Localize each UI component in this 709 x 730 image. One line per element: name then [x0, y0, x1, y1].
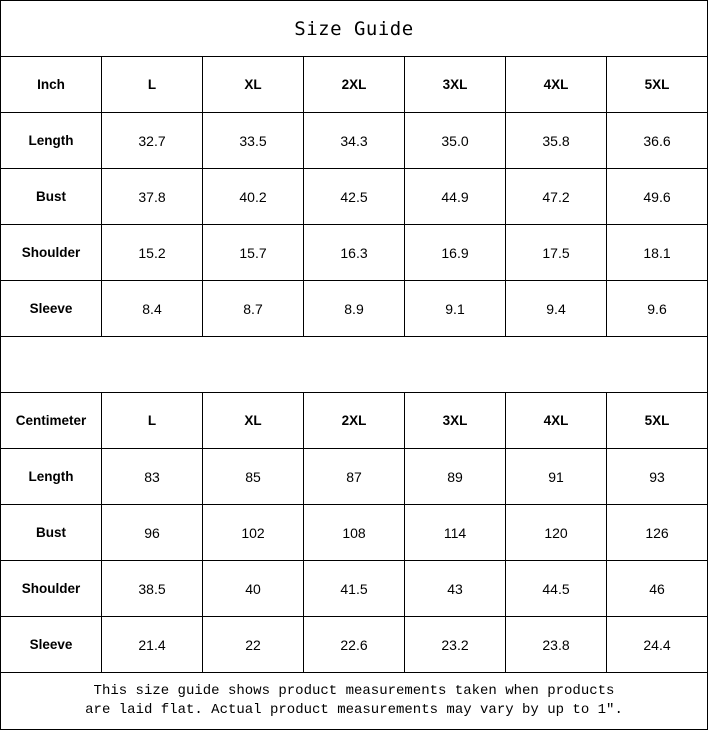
measurement-value: 18.1 — [606, 224, 708, 281]
measurement-value: 38.5 — [101, 560, 203, 617]
spacer-cell — [0, 336, 708, 393]
measurement-value: 9.4 — [505, 280, 607, 337]
size-header: 2XL — [303, 56, 405, 113]
table-row: Shoulder 38.5 40 41.5 43 44.5 46 — [0, 560, 708, 617]
measurement-value: 22 — [202, 616, 304, 673]
measurement-value: 93 — [606, 448, 708, 505]
measurement-value: 8.7 — [202, 280, 304, 337]
size-header: 5XL — [606, 392, 708, 449]
size-header: 4XL — [505, 56, 607, 113]
size-header: 4XL — [505, 392, 607, 449]
measurement-value: 24.4 — [606, 616, 708, 673]
measurement-value: 40.2 — [202, 168, 304, 225]
title-row: Size Guide — [0, 0, 708, 57]
measurement-value: 15.2 — [101, 224, 203, 281]
measurement-value: 49.6 — [606, 168, 708, 225]
measurement-value: 9.6 — [606, 280, 708, 337]
measurement-label: Sleeve — [0, 616, 102, 673]
measurement-value: 87 — [303, 448, 405, 505]
measurement-value: 89 — [404, 448, 506, 505]
size-header: L — [101, 56, 203, 113]
table-row: Length 83 85 87 89 91 93 — [0, 448, 708, 505]
measurement-value: 8.4 — [101, 280, 203, 337]
measurement-value: 47.2 — [505, 168, 607, 225]
size-header: XL — [202, 56, 304, 113]
table-row: Bust 96 102 108 114 120 126 — [0, 504, 708, 561]
measurement-value: 9.1 — [404, 280, 506, 337]
measurement-value: 33.5 — [202, 112, 304, 169]
unit-header: Inch — [0, 56, 102, 113]
measurement-label: Shoulder — [0, 224, 102, 281]
measurement-value: 17.5 — [505, 224, 607, 281]
measurement-value: 44.9 — [404, 168, 506, 225]
measurement-value: 44.5 — [505, 560, 607, 617]
measurement-value: 36.6 — [606, 112, 708, 169]
size-header: L — [101, 392, 203, 449]
measurement-value: 32.7 — [101, 112, 203, 169]
size-header: 3XL — [404, 56, 506, 113]
table-row: Length 32.7 33.5 34.3 35.0 35.8 36.6 — [0, 112, 708, 169]
size-header: 3XL — [404, 392, 506, 449]
measurement-value: 37.8 — [101, 168, 203, 225]
table-row: Sleeve 21.4 22 22.6 23.2 23.8 24.4 — [0, 616, 708, 673]
unit-header: Centimeter — [0, 392, 102, 449]
measurement-value: 21.4 — [101, 616, 203, 673]
page-title: Size Guide — [0, 0, 708, 57]
table-row: Sleeve 8.4 8.7 8.9 9.1 9.4 9.6 — [0, 280, 708, 337]
measurement-value: 23.8 — [505, 616, 607, 673]
measurement-value: 8.9 — [303, 280, 405, 337]
measurement-value: 102 — [202, 504, 304, 561]
measurement-value: 46 — [606, 560, 708, 617]
measurement-label: Bust — [0, 504, 102, 561]
measurement-value: 34.3 — [303, 112, 405, 169]
measurement-value: 96 — [101, 504, 203, 561]
size-header: XL — [202, 392, 304, 449]
measurement-value: 16.3 — [303, 224, 405, 281]
measurement-value: 108 — [303, 504, 405, 561]
table-row: Shoulder 15.2 15.7 16.3 16.9 17.5 18.1 — [0, 224, 708, 281]
spacer-row — [0, 336, 708, 393]
header-row: Inch L XL 2XL 3XL 4XL 5XL — [0, 56, 708, 113]
measurement-value: 126 — [606, 504, 708, 561]
measurement-label: Sleeve — [0, 280, 102, 337]
measurement-value: 114 — [404, 504, 506, 561]
size-note: This size guide shows product measuremen… — [0, 672, 708, 730]
measurement-value: 42.5 — [303, 168, 405, 225]
measurement-label: Length — [0, 112, 102, 169]
measurement-value: 120 — [505, 504, 607, 561]
measurement-value: 40 — [202, 560, 304, 617]
measurement-value: 83 — [101, 448, 203, 505]
measurement-value: 43 — [404, 560, 506, 617]
measurement-value: 91 — [505, 448, 607, 505]
measurement-label: Length — [0, 448, 102, 505]
note-row: This size guide shows product measuremen… — [0, 672, 708, 730]
measurement-value: 22.6 — [303, 616, 405, 673]
measurement-value: 35.0 — [404, 112, 506, 169]
size-header: 2XL — [303, 392, 405, 449]
header-row: Centimeter L XL 2XL 3XL 4XL 5XL — [0, 392, 708, 449]
size-header: 5XL — [606, 56, 708, 113]
measurement-label: Shoulder — [0, 560, 102, 617]
measurement-value: 23.2 — [404, 616, 506, 673]
note-line: are laid flat. Actual product measuremen… — [85, 702, 623, 718]
measurement-value: 16.9 — [404, 224, 506, 281]
measurement-value: 85 — [202, 448, 304, 505]
measurement-value: 41.5 — [303, 560, 405, 617]
measurement-label: Bust — [0, 168, 102, 225]
note-line: This size guide shows product measuremen… — [93, 683, 615, 699]
measurement-value: 15.7 — [202, 224, 304, 281]
table-row: Bust 37.8 40.2 42.5 44.9 47.2 49.6 — [0, 168, 708, 225]
measurement-value: 35.8 — [505, 112, 607, 169]
